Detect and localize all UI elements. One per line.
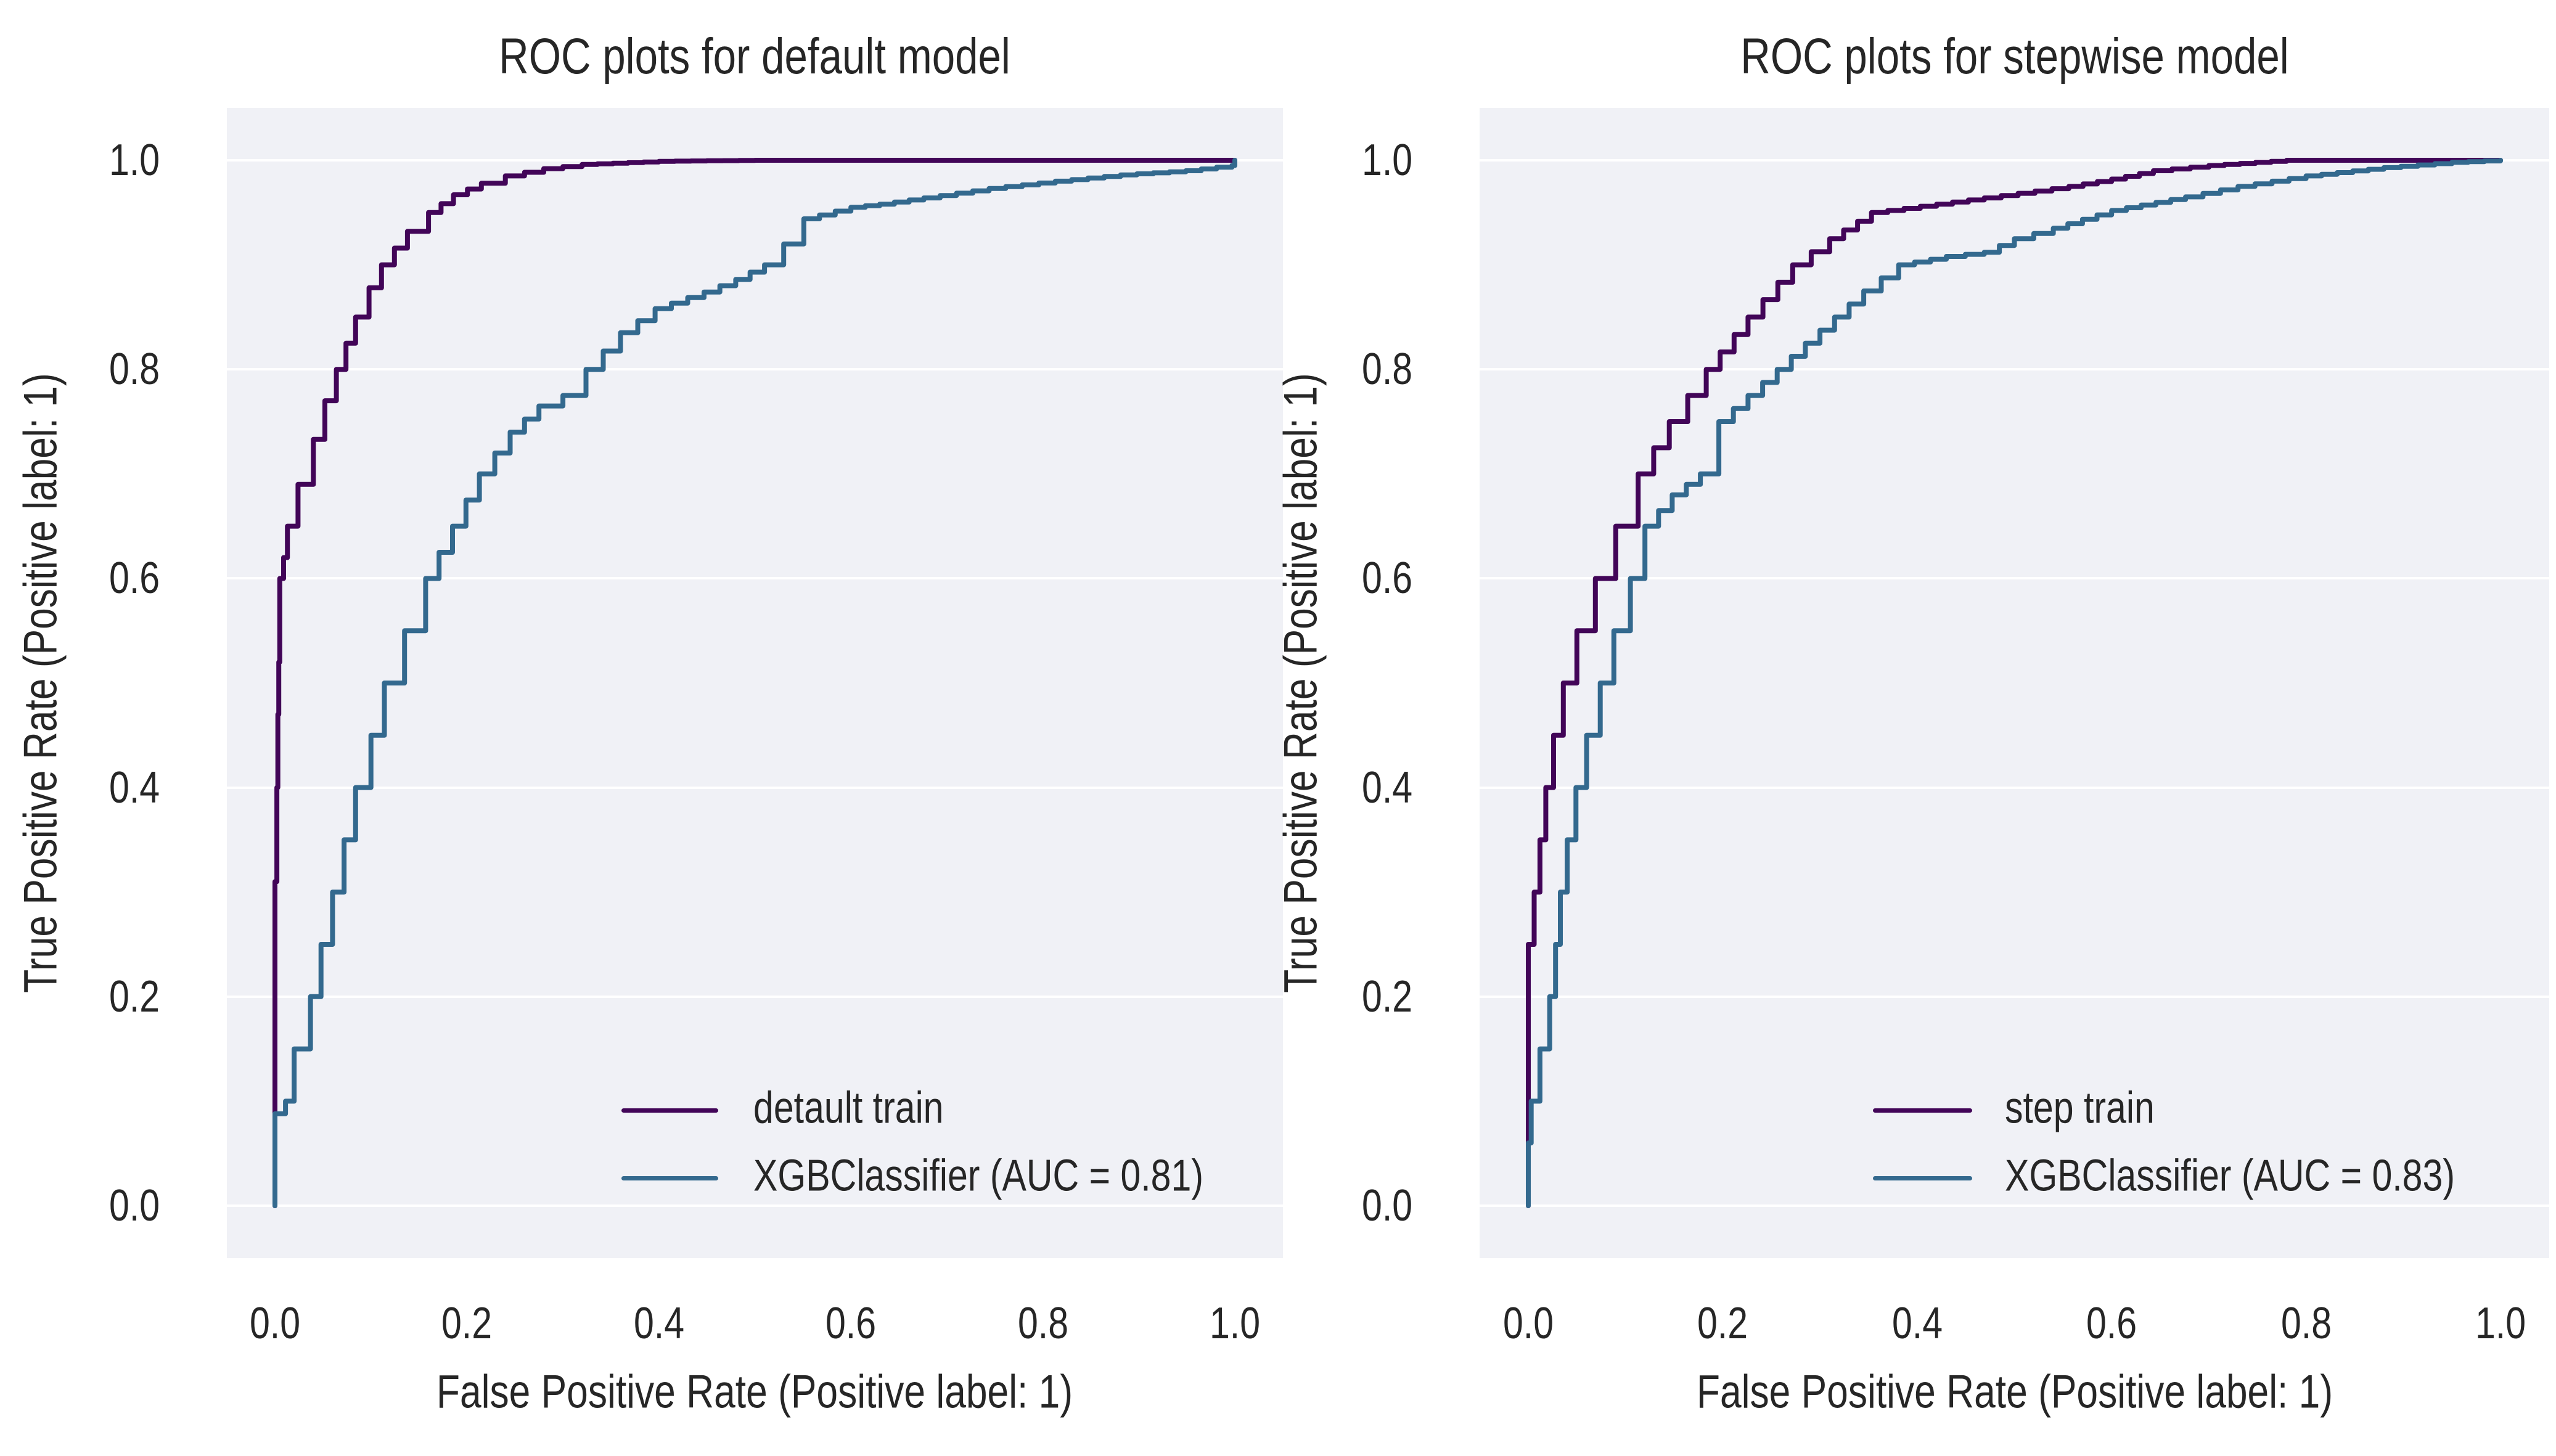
y-tick-label: 1.0 [1276,135,1418,186]
y-tick-label: 0.0 [23,1180,165,1231]
gridline-y-0.4 [227,787,1283,789]
x-tick-label-text: 0.6 [825,1299,877,1348]
right-y-axis-label: True Positive Rate (Positive label: 1) [1274,305,1328,1061]
y-tick-label: 0.0 [1276,1180,1418,1231]
right-chart-title-text: ROC plots for stepwise model [1740,28,2289,84]
left-x-axis-label: False Positive Rate (Positive label: 1) [367,1365,1143,1419]
y-tick-label-text: 0.4 [109,763,160,812]
left-x-axis-label-text: False Positive Rate (Positive label: 1) [436,1365,1073,1418]
right-legend-label-xgb: XGBClassifier (AUC = 0.83) [2005,1151,2554,1201]
x-tick-label-text: 0.0 [1502,1299,1554,1348]
x-tick-label: 0.6 [820,1298,882,1349]
gridline-y-0.0 [1480,1204,2549,1207]
y-tick-label-text: 0.6 [109,554,160,603]
y-tick-label: 0.2 [23,971,165,1022]
x-tick-label: 0.4 [628,1298,690,1349]
x-tick-label: 1.0 [1204,1298,1266,1349]
gridline-y-1.0 [1480,159,2549,162]
y-tick-label: 0.2 [1276,971,1418,1022]
gridline-y-0.2 [1480,996,2549,998]
y-tick-label: 0.8 [1276,344,1418,395]
y-tick-label: 1.0 [23,135,165,186]
x-tick-label: 0.0 [244,1298,306,1349]
train-line-swatch [621,1108,718,1113]
x-tick-label-text: 0.2 [1697,1299,1748,1348]
y-tick-label: 0.4 [23,763,165,813]
y-tick-label-text: 1.0 [1361,136,1412,185]
gridline-y-0.8 [1480,368,2549,370]
y-tick-label-text: 0.6 [1361,554,1412,603]
right-legend-label-train: step train [2005,1083,2187,1134]
y-tick-label-text: 0.8 [1361,345,1412,394]
y-tick-label-text: 0.0 [1361,1181,1412,1230]
xgb-line-swatch [621,1176,718,1180]
x-tick-label: 0.2 [436,1298,498,1349]
left-legend-label-train: detault train [753,1083,985,1134]
train-line-swatch [1873,1108,1972,1113]
y-tick-label: 0.4 [1276,763,1418,813]
gridline-y-1.0 [227,159,1283,162]
left-y-axis-label: True Positive Rate (Positive label: 1) [14,305,68,1061]
left-chart-title: ROC plots for default model [443,28,1067,86]
y-tick-label-text: 0.2 [109,972,160,1021]
x-tick-label: 0.2 [1692,1298,1753,1349]
y-tick-label-text: 0.2 [1361,972,1412,1021]
x-tick-label-text: 0.4 [633,1299,685,1348]
y-tick-label-text: 0.4 [1361,763,1412,812]
right-legend-label-train-text: step train [2005,1083,2155,1133]
x-tick-label: 0.0 [1497,1298,1559,1349]
right-chart-title: ROC plots for stepwise model [1681,28,2349,86]
y-tick-label: 0.8 [23,344,165,395]
y-tick-label: 0.6 [23,553,165,603]
x-tick-label-text: 1.0 [2475,1299,2526,1348]
y-tick-label: 0.6 [1276,553,1418,603]
y-tick-label-text: 1.0 [109,136,160,185]
gridline-y-0.8 [227,368,1283,370]
gridline-y-0.2 [227,996,1283,998]
right-x-axis-label-text: False Positive Rate (Positive label: 1) [1696,1365,2333,1418]
left-y-axis-label-text: True Positive Rate (Positive label: 1) [14,373,67,993]
left-legend-label-train-text: detault train [753,1083,944,1133]
x-tick-label-text: 0.6 [2086,1299,2137,1348]
y-tick-label-text: 0.8 [109,345,160,394]
left-legend-label-xgb: XGBClassifier (AUC = 0.81) [753,1151,1302,1201]
x-tick-label-text: 0.4 [1891,1299,1943,1348]
x-tick-label-text: 0.8 [2280,1299,2332,1348]
left-legend-label-xgb-text: XGBClassifier (AUC = 0.81) [753,1151,1204,1201]
gridline-y-0.6 [227,577,1283,579]
y-tick-label-text: 0.0 [109,1181,160,1230]
gridline-y-0.0 [227,1204,1283,1207]
x-tick-label-text: 0.2 [441,1299,493,1348]
right-y-axis-label-text: True Positive Rate (Positive label: 1) [1274,373,1327,993]
x-tick-label: 0.8 [1012,1298,1074,1349]
gridline-y-0.4 [1480,787,2549,789]
right-x-axis-label: False Positive Rate (Positive label: 1) [1627,1365,2403,1419]
x-tick-label-text: 1.0 [1209,1299,1261,1348]
x-tick-label-text: 0.0 [249,1299,301,1348]
x-tick-label: 1.0 [2470,1298,2531,1349]
gridline-y-0.6 [1480,577,2549,579]
x-tick-label: 0.4 [1886,1298,1948,1349]
x-tick-label: 0.8 [2275,1298,2337,1349]
x-tick-label: 0.6 [2081,1298,2142,1349]
x-tick-label-text: 0.8 [1017,1299,1069,1348]
left-chart-title-text: ROC plots for default model [499,28,1010,84]
right-legend-label-xgb-text: XGBClassifier (AUC = 0.83) [2005,1151,2456,1201]
xgb-line-swatch [1873,1176,1972,1180]
